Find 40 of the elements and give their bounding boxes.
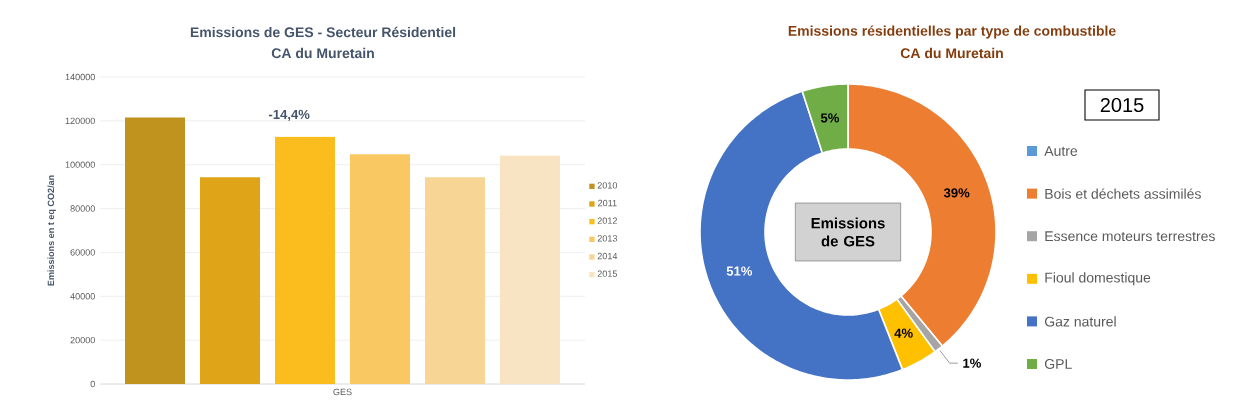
chart-subtitle: CA du Muretain [271, 47, 374, 59]
chart-title: Emissions résidentielles par type de combustible [788, 25, 1116, 39]
bar [125, 117, 186, 384]
bar [500, 155, 561, 384]
legend-label: 2011 [598, 199, 617, 207]
data-label: 4% [894, 328, 913, 338]
data-label: 1% [963, 358, 981, 368]
legend-label: Essence moteurs terrestres [1045, 231, 1215, 242]
y-tick-label: 80000 [70, 205, 95, 212]
legend-label: Fioul domestique [1045, 272, 1151, 286]
legend-label: GPL [1044, 359, 1072, 369]
legend-label: Autre [1044, 146, 1078, 156]
y-tick-label: 60000 [70, 249, 95, 256]
legend-label: Bois et déchets assimilés [1045, 188, 1201, 199]
bar [425, 177, 486, 384]
chart-title: Emissions de GES - Secteur Résidentiel [190, 26, 456, 38]
data-label: 39% [943, 188, 970, 198]
legend-title: 2015 [1100, 97, 1144, 113]
legend-label: 2014 [597, 252, 618, 260]
legend-label: 2015 [597, 270, 618, 277]
y-axis-title: Emissions en t eq CO2/an [47, 175, 56, 286]
legend-label: 2012 [597, 217, 617, 224]
y-tick-label: 20000 [70, 336, 95, 344]
legend-label: 2013 [597, 235, 618, 242]
y-tick-label: 0 [90, 380, 95, 388]
annotation: -14,4% [268, 109, 310, 121]
legend-label: Gaz naturel [1044, 316, 1116, 327]
bar [200, 177, 261, 384]
legend-label: 2010 [597, 182, 618, 189]
text: Emissions de GES [811, 217, 885, 247]
y-tick-label: 40000 [70, 293, 95, 300]
data-label: 51% [726, 266, 753, 276]
y-tick-label: 120000 [65, 117, 95, 125]
y-tick-label: 100000 [65, 161, 95, 168]
bar [275, 136, 336, 384]
bar [350, 154, 411, 384]
y-tick-label: 140000 [65, 73, 95, 81]
x-tick-label: GES [333, 388, 352, 396]
chart-subtitle: CA du Muretain [900, 47, 1003, 59]
data-label: 5% [820, 113, 840, 123]
